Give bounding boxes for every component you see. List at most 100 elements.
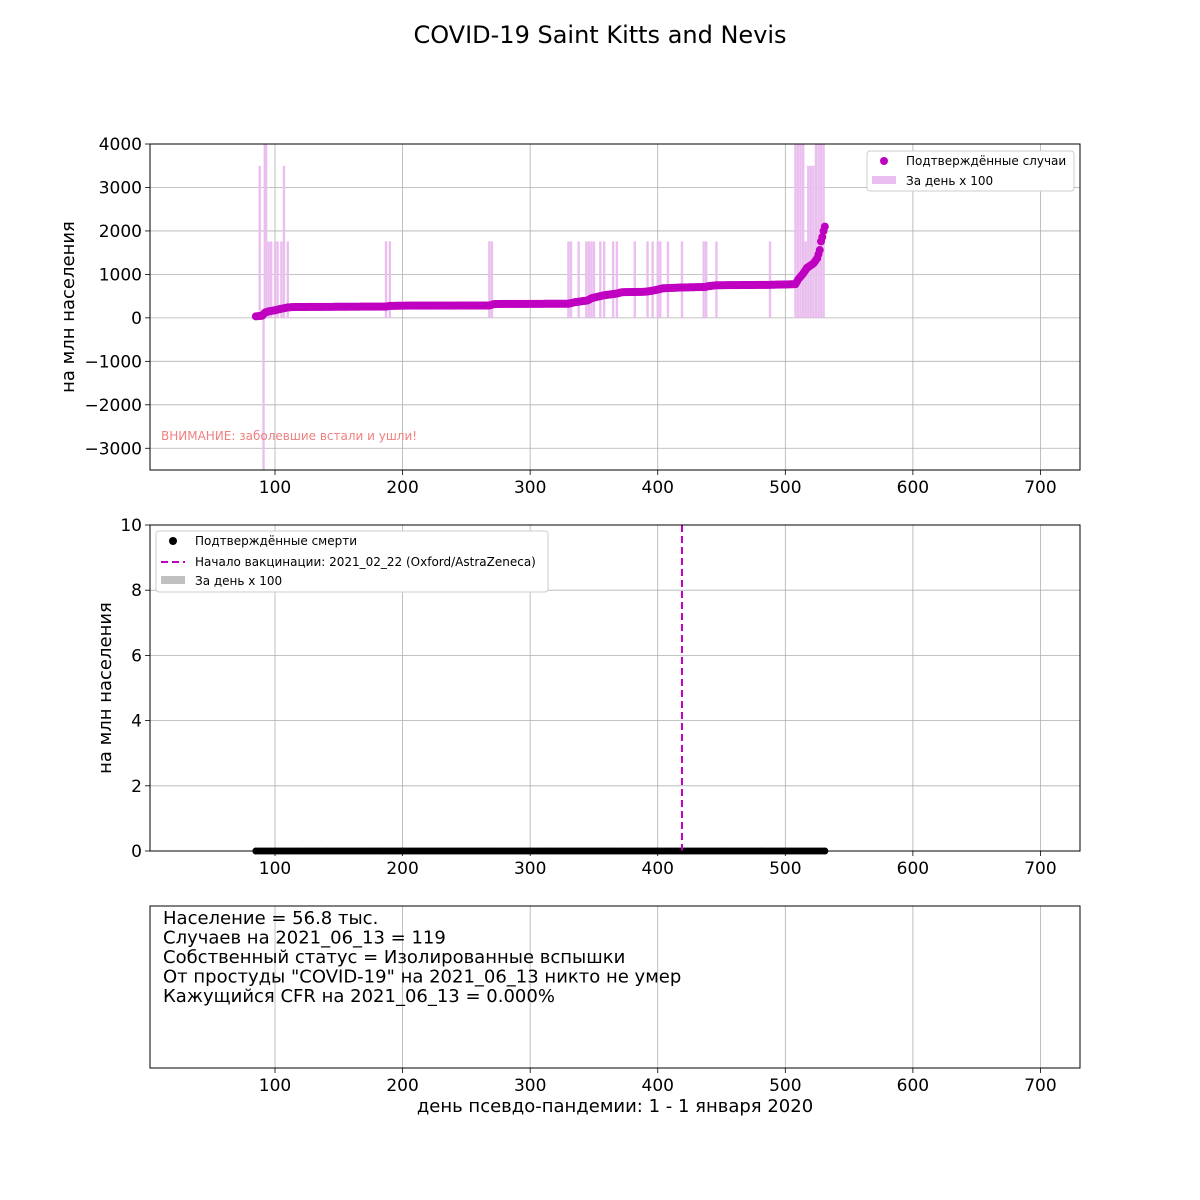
y-tick-label: 4000 bbox=[99, 135, 142, 155]
daily-cases-bar bbox=[666, 241, 670, 318]
warning-annotation: ВНИМАНИЕ: заболевшие встали и ушли! bbox=[161, 429, 417, 443]
deaths-panel: 100 200 300 400 500 600 700 0 2 4 6 8 10 на млн насел… bbox=[95, 516, 1081, 879]
x-tick-label: 400 bbox=[642, 1076, 674, 1096]
deaths-legend: Подтверждённые смерти Начало вакцинации: … bbox=[155, 530, 549, 593]
cases-panel: 100 200 300 400 500 600 700 −3000 −2000 −1000 0 100… bbox=[58, 135, 1081, 498]
daily-cases-bar bbox=[807, 165, 810, 318]
legend-label-cases: Подтверждённые случаи bbox=[906, 154, 1066, 168]
daily-cases-bar bbox=[258, 165, 261, 318]
daily-cases-bar bbox=[801, 144, 805, 318]
info-line: Кажущийся CFR на 2021_06_13 = 0.000% bbox=[163, 986, 555, 1007]
legend-marker-cases bbox=[880, 157, 888, 165]
daily-cases-bar bbox=[388, 241, 392, 318]
y-tick-label: −2000 bbox=[84, 396, 142, 416]
daily-cases-bar bbox=[633, 241, 636, 318]
daily-cases-bar bbox=[814, 144, 818, 318]
x-tick-label: 100 bbox=[259, 859, 291, 879]
legend-marker-deaths bbox=[169, 537, 177, 545]
daily-cases-bar bbox=[273, 241, 277, 318]
info-line: Собственный статус = Изолированные вспыш… bbox=[163, 947, 625, 968]
daily-cases-bar bbox=[794, 144, 797, 318]
cases-point bbox=[815, 246, 824, 255]
x-axis-label: день псевдо-пандемии: 1 - 1 января 2020 bbox=[417, 1096, 813, 1117]
x-tick-label: 600 bbox=[897, 1076, 929, 1096]
y-tick-label: 10 bbox=[120, 516, 142, 536]
legend-label-daily: За день x 100 bbox=[906, 174, 993, 188]
x-tick-label: 200 bbox=[386, 1076, 418, 1096]
cases-point bbox=[820, 222, 829, 231]
figure-title: COVID-19 Saint Kitts and Nevis bbox=[413, 21, 786, 49]
daily-cases-bar bbox=[646, 241, 649, 318]
x-tick-label: 400 bbox=[642, 478, 674, 498]
x-tick-label: 300 bbox=[514, 1076, 546, 1096]
daily-cases-bar bbox=[796, 144, 800, 318]
y-tick-label: −3000 bbox=[84, 439, 142, 459]
y-tick-label: 0 bbox=[131, 842, 142, 862]
daily-cases-bar bbox=[384, 241, 388, 318]
x-tick-label: 600 bbox=[897, 859, 929, 879]
daily-cases-bar bbox=[705, 241, 708, 318]
cases-point bbox=[818, 233, 827, 242]
x-tick-label: 200 bbox=[386, 478, 418, 498]
cases-y-axis-label: на млн населения bbox=[58, 221, 79, 393]
cases-plot-area bbox=[251, 144, 829, 470]
daily-cases-bar bbox=[602, 241, 606, 318]
x-tick-label: 500 bbox=[769, 478, 801, 498]
daily-cases-bar bbox=[651, 241, 654, 318]
daily-cases-bar bbox=[804, 241, 807, 318]
y-tick-label: 8 bbox=[131, 581, 142, 601]
daily-cases-bar bbox=[615, 241, 619, 318]
x-tick-label: 700 bbox=[1024, 1076, 1056, 1096]
daily-cases-bar bbox=[587, 241, 591, 318]
x-tick-label: 600 bbox=[897, 478, 929, 498]
daily-cases-bar bbox=[286, 241, 289, 318]
legend-label-vaccination: Начало вакцинации: 2021_02_22 (Oxford/As… bbox=[195, 555, 536, 569]
daily-cases-bar bbox=[567, 241, 570, 318]
daily-cases-bar bbox=[569, 241, 573, 318]
y-tick-label: 0 bbox=[131, 309, 142, 329]
legend-box bbox=[866, 150, 1075, 192]
info-panel: 100 200 300 400 500 600 700 Население = 56.8 ты… bbox=[149, 905, 1081, 1096]
daily-cases-bar bbox=[702, 241, 705, 318]
daily-cases-bar bbox=[715, 241, 718, 318]
y-tick-label: 2000 bbox=[99, 222, 142, 242]
daily-cases-bar bbox=[264, 144, 268, 318]
y-tick-label: 6 bbox=[131, 646, 142, 666]
x-tick-label: 500 bbox=[769, 859, 801, 879]
axes-frame bbox=[149, 524, 1081, 852]
daily-cases-bar bbox=[599, 241, 602, 318]
daily-cases-bar bbox=[585, 241, 588, 318]
axes-frame bbox=[149, 905, 1081, 1069]
daily-cases-bar bbox=[817, 144, 820, 318]
y-tick-label: 4 bbox=[131, 712, 142, 732]
x-tick-label: 400 bbox=[642, 859, 674, 879]
daily-cases-bar bbox=[262, 317, 265, 470]
daily-cases-bar bbox=[269, 241, 273, 318]
y-tick-label: 2 bbox=[131, 777, 142, 797]
legend-box bbox=[155, 530, 549, 593]
y-tick-label: −1000 bbox=[84, 352, 142, 372]
daily-cases-bar bbox=[577, 241, 580, 318]
daily-cases-bar bbox=[809, 165, 813, 318]
deaths-y-axis-label: на млн населения bbox=[95, 602, 116, 774]
daily-cases-bar bbox=[267, 241, 270, 318]
daily-cases-bar bbox=[812, 165, 815, 318]
x-tick-label: 500 bbox=[769, 1076, 801, 1096]
x-tick-label: 700 bbox=[1024, 478, 1056, 498]
axes-frame bbox=[149, 143, 1081, 471]
daily-cases-bar bbox=[282, 165, 286, 318]
x-tick-label: 700 bbox=[1024, 859, 1056, 879]
daily-cases-bar bbox=[590, 241, 593, 318]
x-tick-label: 300 bbox=[514, 859, 546, 879]
daily-cases-bar bbox=[680, 241, 684, 318]
daily-cases-bar bbox=[280, 241, 283, 318]
info-line: От простуды "COVID-19" на 2021_06_13 ник… bbox=[163, 967, 681, 988]
x-tick-label: 100 bbox=[259, 1076, 291, 1096]
legend-label-deaths: Подтверждённые смерти bbox=[195, 534, 357, 548]
y-tick-label: 3000 bbox=[99, 178, 142, 198]
daily-cases-bar bbox=[490, 241, 494, 318]
info-line: Население = 56.8 тыс. bbox=[163, 908, 378, 929]
daily-cases-bar bbox=[611, 241, 615, 318]
legend-swatch-daily-deaths bbox=[161, 576, 185, 584]
